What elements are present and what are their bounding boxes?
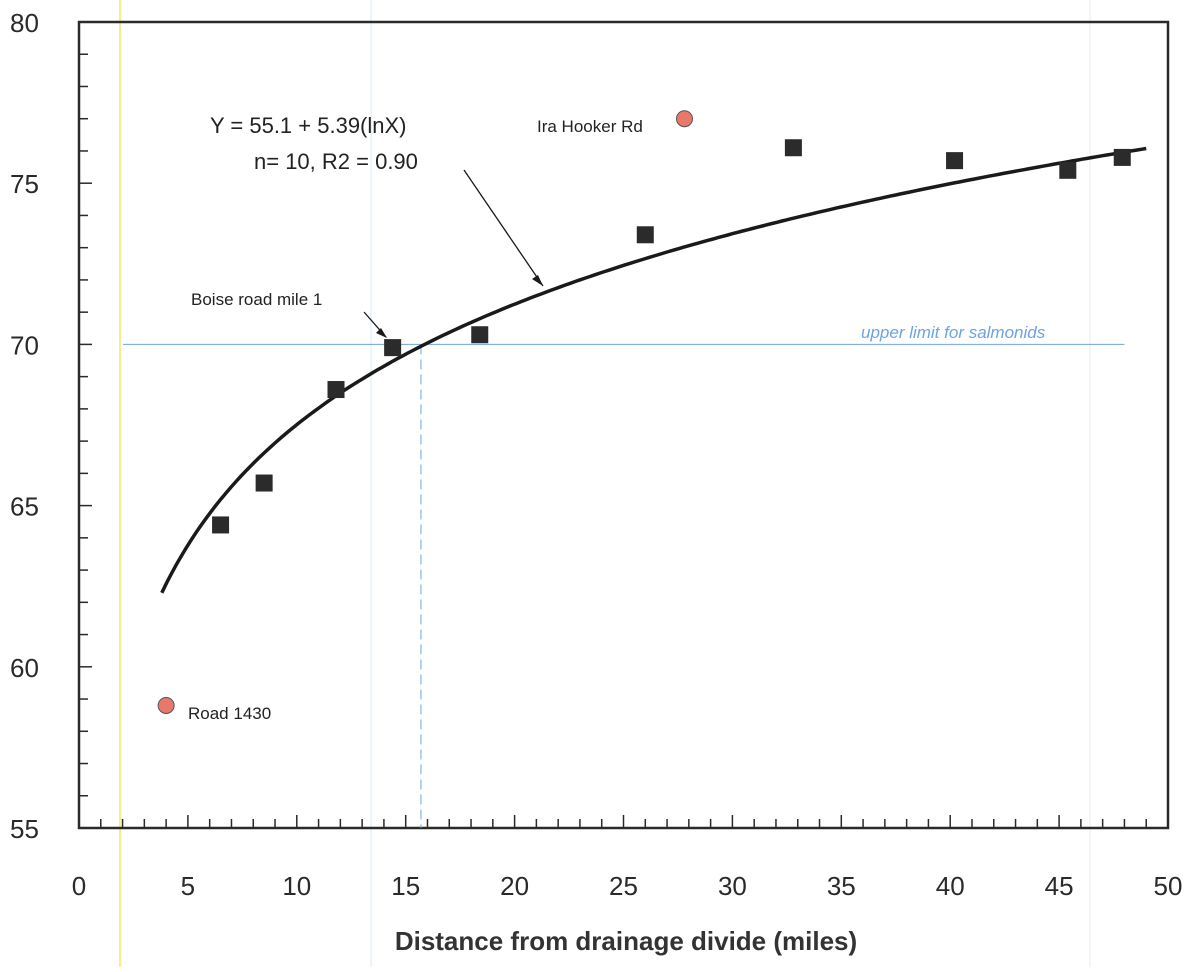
x-tick-label: 45 [1045, 871, 1074, 901]
reference-lines [123, 343, 1125, 828]
annotation-arrowhead [376, 328, 387, 338]
x-tick-label: 15 [391, 871, 420, 901]
x-tick-label: 25 [609, 871, 638, 901]
x-axis-title: Distance from drainage divide (miles) [395, 926, 857, 956]
annotation-road-1430: Road 1430 [188, 704, 271, 723]
y-tick-label: 60 [10, 653, 39, 683]
annotation-boise-road: Boise road mile 1 [191, 290, 322, 309]
equation-arrow [463, 169, 544, 287]
annotation-ira-hooker: Ira Hooker Rd [537, 117, 643, 136]
axis-ticks [78, 21, 1169, 829]
x-tick-label: 5 [181, 871, 195, 901]
tick-labels: 0 5 10 15 20 25 30 35 40 45 50 55 60 65 70 75 80 [10, 8, 1182, 901]
y-tick-label: 55 [10, 814, 39, 844]
y-tick-label: 70 [10, 330, 39, 360]
fit-curve-layer [160, 146, 1147, 594]
x-tick-label: 10 [282, 871, 311, 901]
data-points [157, 110, 1131, 714]
fit-equation-label: Y = 55.1 + 5.39(lnX) [210, 113, 407, 138]
x-tick-label: 20 [500, 871, 529, 901]
data-point-square [1113, 148, 1131, 166]
data-point-square [471, 326, 489, 344]
x-tick-label: 30 [718, 871, 747, 901]
reference-line-label: upper limit for salmonids [861, 323, 1046, 342]
x-tick-label: 50 [1154, 871, 1183, 901]
y-tick-label: 75 [10, 169, 39, 199]
data-point-circle [157, 696, 175, 714]
equation-arrowhead [532, 275, 543, 286]
fit-curve [160, 146, 1147, 594]
x-tick-label: 35 [827, 871, 856, 901]
y-tick-label: 65 [10, 492, 39, 522]
data-point-square [636, 226, 654, 244]
data-point-square [255, 474, 273, 492]
data-point-square [946, 152, 964, 170]
fit-stats-label: n= 10, R2 = 0.90 [254, 149, 418, 174]
x-tick-label: 0 [72, 871, 86, 901]
y-tick-label: 80 [10, 8, 39, 38]
x-tick-label: 40 [936, 871, 965, 901]
data-point-circle [675, 110, 693, 128]
data-point-square [327, 381, 345, 399]
data-point-square [212, 516, 230, 534]
data-point-square [1059, 161, 1077, 179]
data-point-square [784, 139, 802, 157]
data-point-square [384, 339, 402, 357]
